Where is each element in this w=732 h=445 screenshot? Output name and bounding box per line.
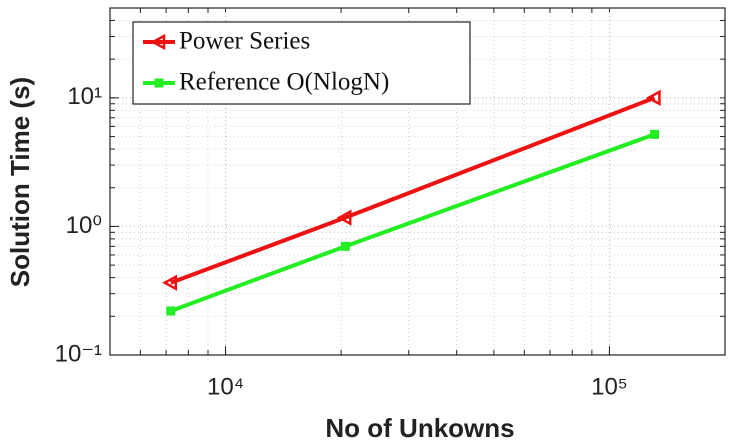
- x-tick-label: 10⁴: [207, 373, 244, 400]
- legend-box: [132, 21, 471, 105]
- y-tick-label: 10¹: [67, 83, 102, 110]
- x-axis-label: No of Unkowns: [325, 413, 514, 443]
- legend-label: Reference O(NlogN): [179, 69, 389, 96]
- marker: [649, 129, 659, 139]
- marker: [166, 306, 176, 316]
- marker: [154, 78, 164, 88]
- legend-label: Power Series: [179, 28, 310, 55]
- marker: [162, 274, 178, 291]
- series-line: [170, 95, 656, 285]
- y-axis-label: Solution Time (s): [5, 77, 35, 287]
- marker: [340, 241, 350, 251]
- marker: [150, 33, 166, 51]
- y-tick-label: 10⁻¹: [55, 340, 102, 367]
- y-tick-label: 10⁰: [66, 212, 102, 239]
- plot-frame: [109, 7, 726, 356]
- x-tick-label: 10⁵: [591, 373, 628, 400]
- marker: [645, 89, 661, 106]
- marker: [336, 209, 352, 226]
